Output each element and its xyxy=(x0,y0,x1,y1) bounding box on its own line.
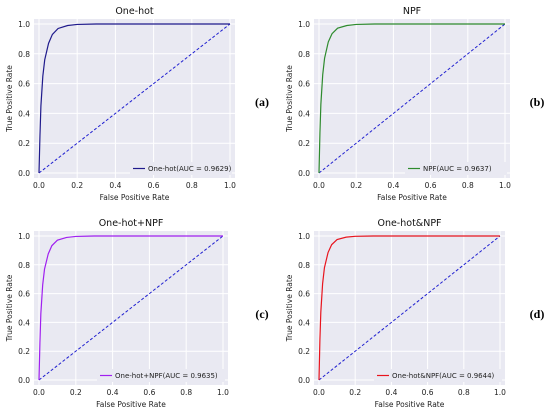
legend-label: One-hot+NPF(AUC = 0.9635) xyxy=(115,372,218,380)
y-tick-label: 0.2 xyxy=(298,347,310,356)
x-tick-label: 1.0 xyxy=(494,388,506,397)
x-tick-label: 0.4 xyxy=(385,388,397,397)
x-tick-label: 0.6 xyxy=(143,388,155,397)
roc-curve xyxy=(318,235,500,381)
legend-box xyxy=(97,369,225,382)
x-tick-label: 0.8 xyxy=(462,181,474,190)
legend-label: One-hot(AUC = 0.9629) xyxy=(148,165,232,173)
diagonal-reference-line xyxy=(38,23,231,174)
y-tick-label: 0.0 xyxy=(18,376,30,385)
x-tick-label: 0.8 xyxy=(458,388,470,397)
y-tick-label: 0.6 xyxy=(18,290,30,299)
x-tick-label: 0.8 xyxy=(180,388,192,397)
roc-curve xyxy=(38,23,230,174)
panel-letter: (c) xyxy=(255,307,268,321)
y-axis-label: True Positive Rate xyxy=(285,274,294,342)
y-tick-label: 0.4 xyxy=(18,109,30,118)
x-tick-label: 0.6 xyxy=(422,388,434,397)
y-tick-label: 1.0 xyxy=(298,20,310,29)
y-tick-label: 0.6 xyxy=(298,290,310,299)
roc-panel: 0.0 0.2 0.4 0.6 0.8 1.0 0.0 0.2 0.4 0.6 0.8 1.0 One-… xyxy=(5,218,269,409)
y-tick-label: 0.4 xyxy=(298,109,310,118)
x-tick-label: 0.0 xyxy=(313,388,325,397)
x-axis-label: False Positive Rate xyxy=(96,400,166,409)
y-tick-label: 0.6 xyxy=(18,80,30,89)
chart-title: One-hot&NPF xyxy=(377,218,441,229)
y-tick-label: 0.4 xyxy=(18,318,30,327)
diagonal-reference-line xyxy=(38,235,224,381)
y-tick-label: 1.0 xyxy=(18,232,30,241)
y-tick-label: 0.0 xyxy=(18,169,30,178)
x-tick-label: 0.6 xyxy=(425,181,437,190)
panel-letter: (a) xyxy=(255,95,269,109)
chart-title: NPF xyxy=(403,6,421,17)
y-tick-label: 0.4 xyxy=(298,318,310,327)
panel-letter: (b) xyxy=(530,95,545,109)
legend-box xyxy=(405,162,507,175)
x-tick-label: 1.0 xyxy=(217,388,229,397)
plot-background xyxy=(314,19,510,178)
panel-letter: (d) xyxy=(530,307,545,321)
legend: NPF(AUC = 0.9637) xyxy=(405,162,507,175)
y-tick-label: 0.8 xyxy=(298,261,310,270)
x-tick-label: 0.4 xyxy=(107,388,119,397)
roc-panel: 0.0 0.2 0.4 0.6 0.8 1.0 0.0 0.2 0.4 0.6 0.8 1.0 NPF F… xyxy=(285,6,544,202)
y-tick-label: 0.8 xyxy=(18,261,30,270)
legend: One-hot&NPF(AUC = 0.9644) xyxy=(374,369,502,382)
x-tick-label: 0.2 xyxy=(349,388,361,397)
y-tick-label: 0.0 xyxy=(298,169,310,178)
x-axis-label: False Positive Rate xyxy=(100,193,170,202)
y-tick-label: 1.0 xyxy=(18,20,30,29)
x-tick-label: 0.0 xyxy=(33,388,45,397)
x-tick-label: 0.2 xyxy=(71,181,83,190)
y-tick-label: 0.2 xyxy=(298,139,310,148)
x-tick-label: 0.0 xyxy=(313,181,325,190)
y-axis-label: True Positive Rate xyxy=(5,274,14,342)
x-axis-label: False Positive Rate xyxy=(377,193,447,202)
y-axis-label: True Positive Rate xyxy=(285,65,294,133)
x-axis-label: False Positive Rate xyxy=(375,400,445,409)
y-tick-label: 0.0 xyxy=(298,376,310,385)
roc-curve xyxy=(38,235,223,381)
x-tick-label: 0.0 xyxy=(33,181,45,190)
y-axis-label: True Positive Rate xyxy=(5,65,14,133)
chart-title: One-hot xyxy=(115,6,154,17)
x-tick-label: 0.8 xyxy=(186,181,198,190)
legend-box xyxy=(374,369,502,382)
y-tick-label: 0.8 xyxy=(18,50,30,59)
y-tick-label: 1.0 xyxy=(298,232,310,241)
x-tick-label: 0.4 xyxy=(109,181,121,190)
x-tick-label: 0.4 xyxy=(387,181,399,190)
x-tick-label: 1.0 xyxy=(499,181,511,190)
y-tick-label: 0.8 xyxy=(298,50,310,59)
legend-label: One-hot&NPF(AUC = 0.9644) xyxy=(392,372,495,380)
x-tick-label: 0.2 xyxy=(350,181,362,190)
diagonal-reference-line xyxy=(318,235,501,381)
chart-title: One-hot+NPF xyxy=(99,218,164,229)
legend-label: NPF(AUC = 0.9637) xyxy=(423,165,492,173)
roc-curve xyxy=(318,23,505,174)
legend: One-hot(AUC = 0.9629) xyxy=(130,162,232,175)
roc-panel: 0.0 0.2 0.4 0.6 0.8 1.0 0.0 0.2 0.4 0.6 0.8 1.0 One-… xyxy=(285,218,544,409)
x-tick-label: 0.2 xyxy=(70,388,82,397)
x-tick-label: 0.6 xyxy=(148,181,160,190)
legend: One-hot+NPF(AUC = 0.9635) xyxy=(97,369,225,382)
x-tick-label: 1.0 xyxy=(224,181,236,190)
y-tick-label: 0.6 xyxy=(298,80,310,89)
y-tick-label: 0.2 xyxy=(18,347,30,356)
roc-panel: 0.0 0.2 0.4 0.6 0.8 1.0 0.0 0.2 0.4 0.6 0.8 1.0 One-… xyxy=(5,6,269,202)
y-tick-label: 0.2 xyxy=(18,139,30,148)
legend-box xyxy=(130,162,232,175)
